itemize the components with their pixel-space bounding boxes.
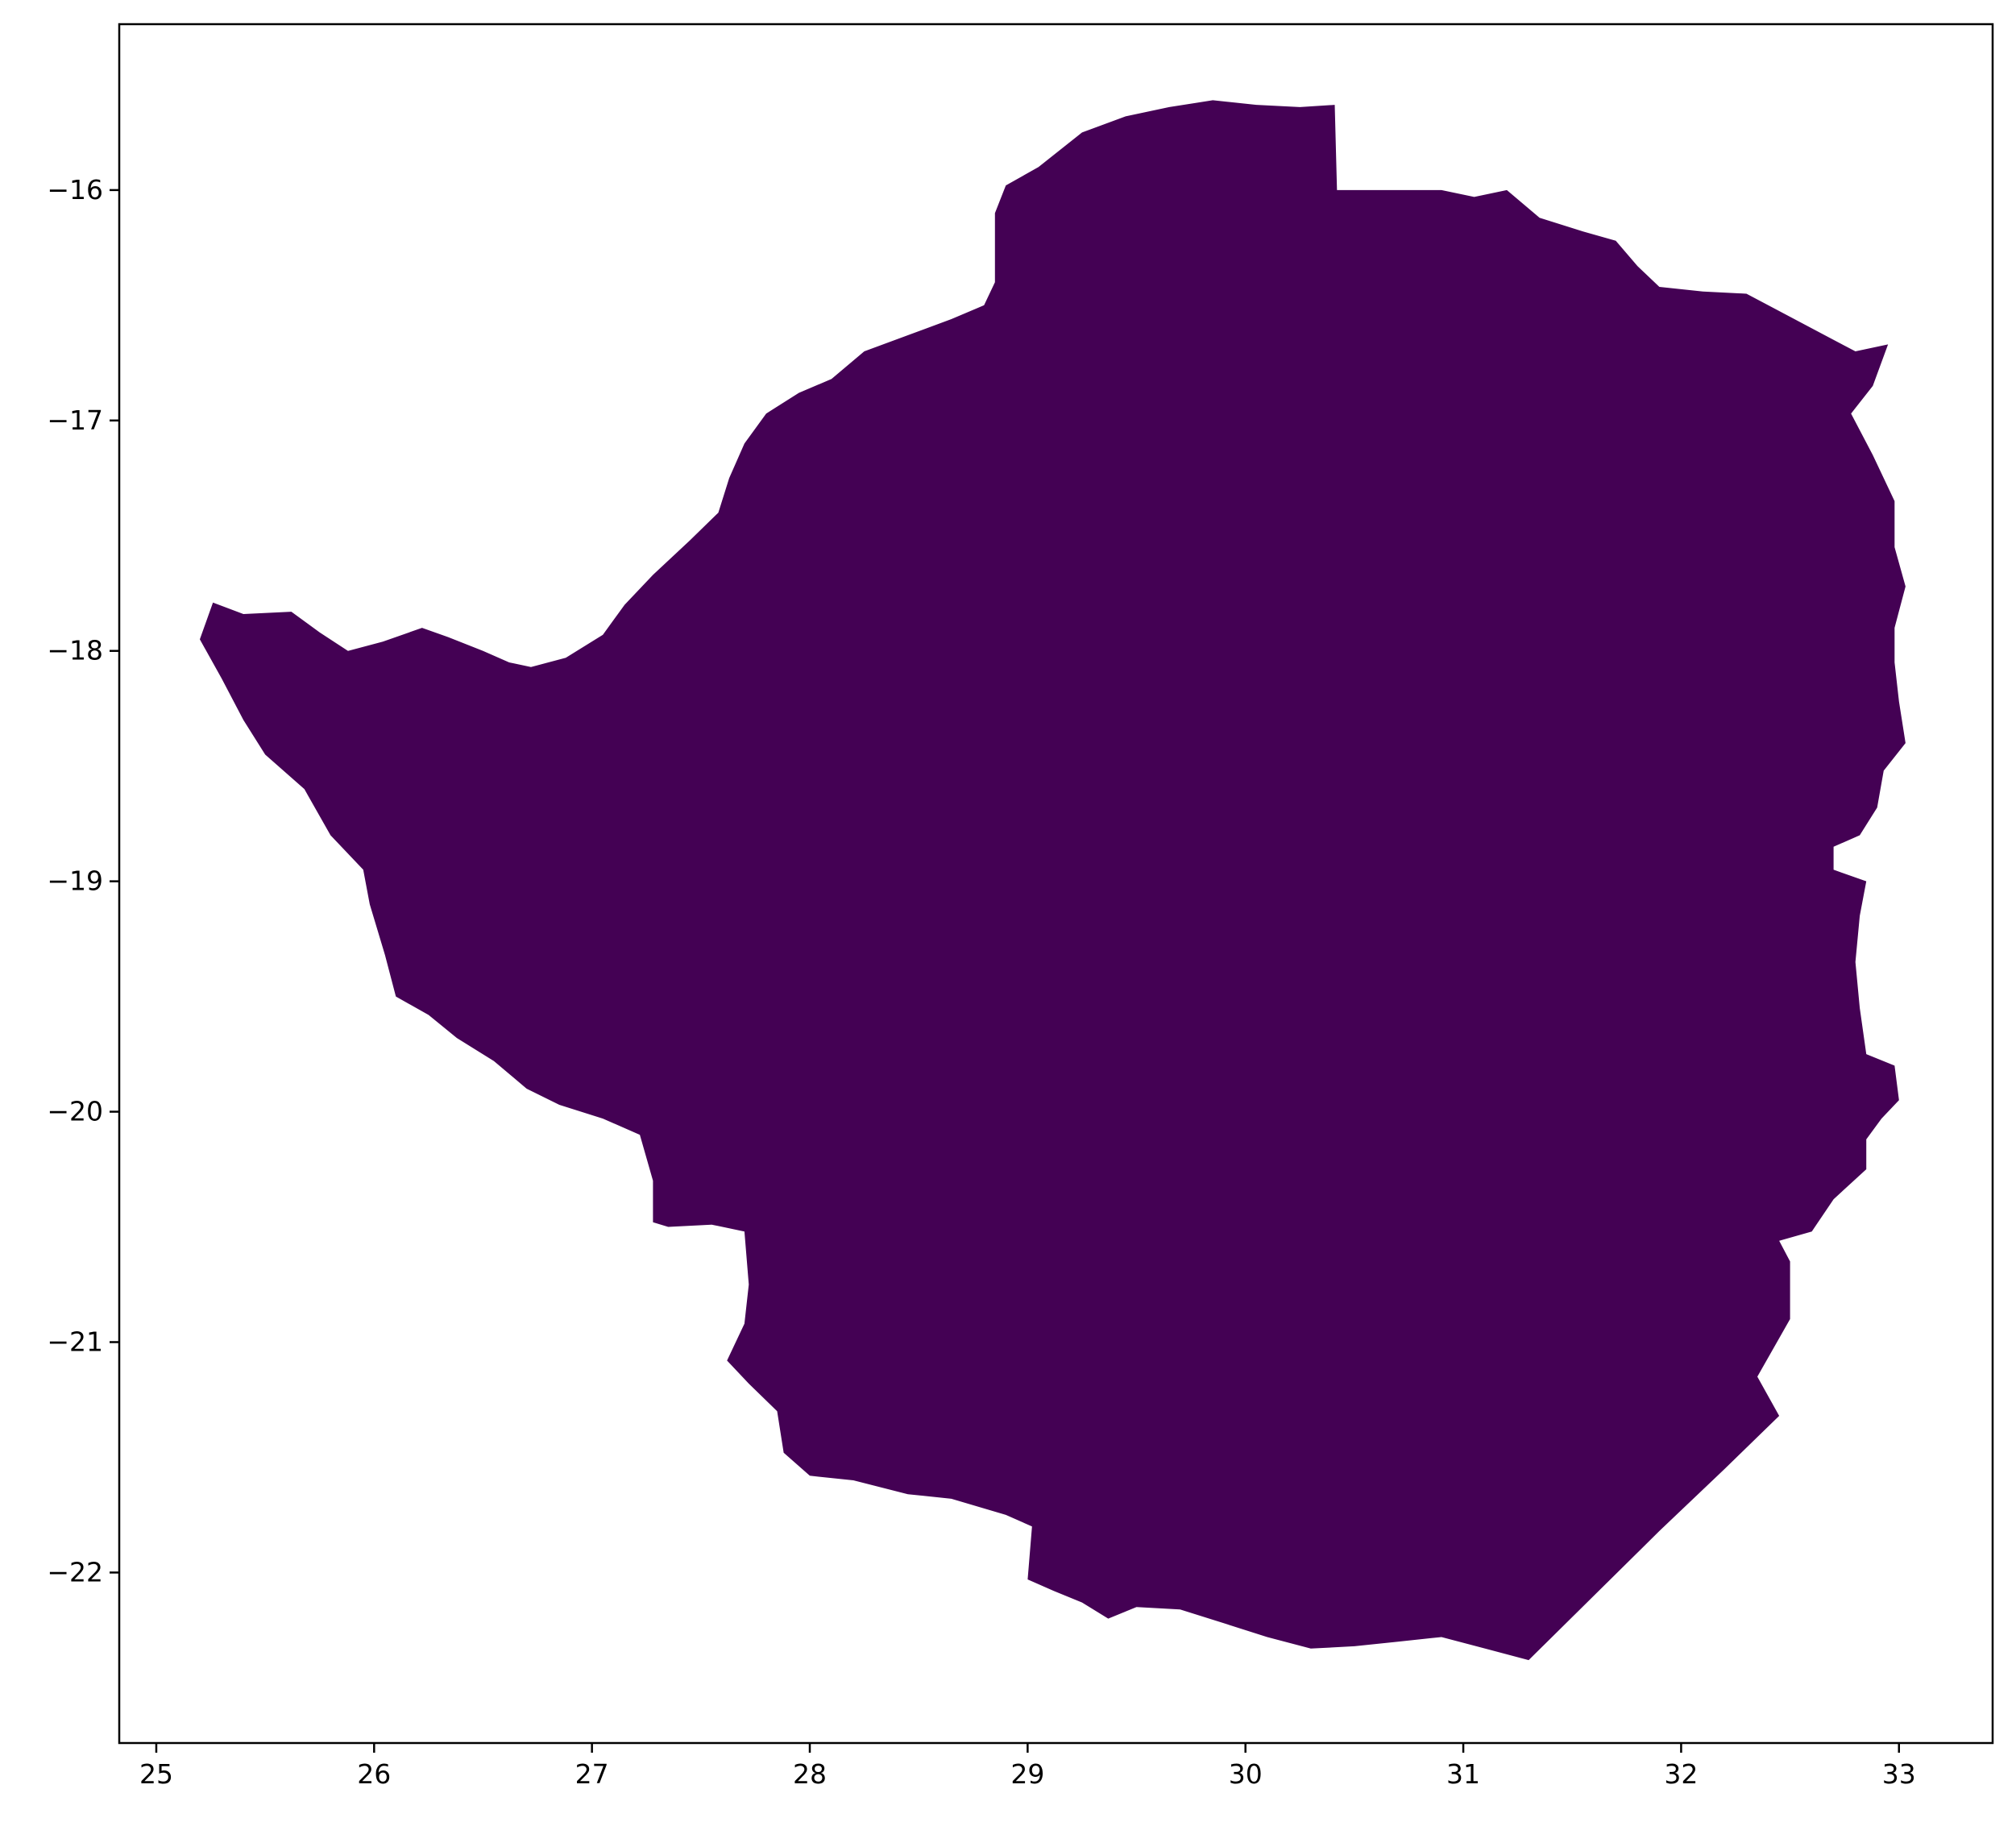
x-tick-label: 33 xyxy=(1882,1758,1916,1790)
x-axis: 25 26 27 28 29 30 31 32 33 xyxy=(139,1743,1916,1790)
x-tick-label: 29 xyxy=(1010,1758,1044,1790)
x-tick-label: 26 xyxy=(357,1758,391,1790)
y-tick-label: −16 xyxy=(47,174,103,205)
y-tick-label: −22 xyxy=(47,1556,103,1588)
axes-frame xyxy=(118,23,1994,1745)
country-region-0 xyxy=(200,100,1906,1661)
y-tick-label: −20 xyxy=(47,1096,103,1127)
y-tick-label: −18 xyxy=(47,635,103,666)
y-tick-label: −17 xyxy=(47,405,103,436)
x-tick-label: 31 xyxy=(1446,1758,1480,1790)
x-tick-label: 25 xyxy=(139,1758,173,1790)
x-tick-label: 32 xyxy=(1664,1758,1698,1790)
x-tick-label: 27 xyxy=(575,1758,609,1790)
y-axis: −16 −17 −18 −19 −20 −21 −22 xyxy=(47,174,119,1588)
x-tick-label: 30 xyxy=(1229,1758,1263,1790)
plot-area xyxy=(200,100,1906,1661)
x-tick-label: 28 xyxy=(793,1758,827,1790)
y-tick-label: −21 xyxy=(47,1326,103,1357)
y-tick-label: −19 xyxy=(47,865,103,897)
